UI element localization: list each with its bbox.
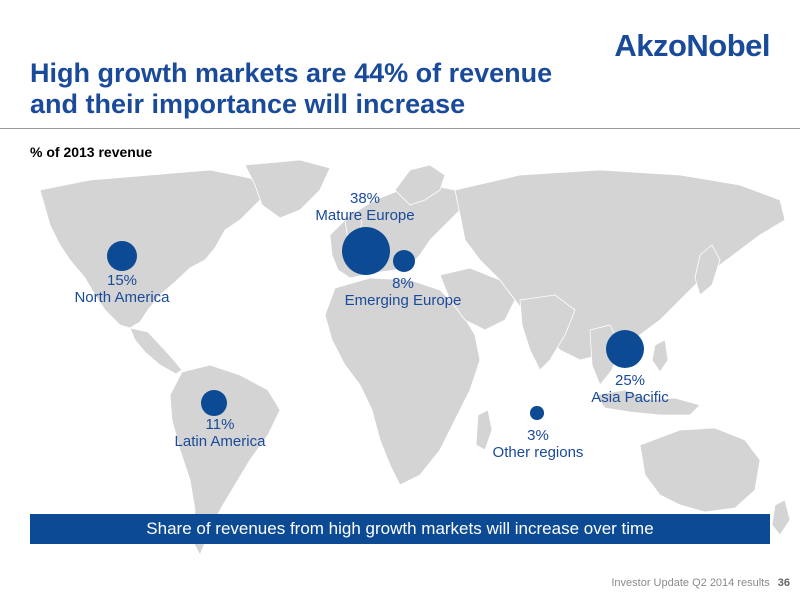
asia-pacific-name: Asia Pacific [591, 389, 669, 406]
new-zealand-landmass [771, 499, 791, 536]
latin-america-marker [201, 390, 227, 416]
africa-landmass [324, 277, 481, 486]
scandinavia-landmass [394, 164, 446, 206]
north-america-percent: 15% [106, 272, 138, 289]
other-regions-name: Other regions [492, 444, 584, 461]
asia-pacific-percent: 25% [614, 372, 646, 389]
indonesia-landmass [594, 389, 701, 416]
central-america-landmass [129, 327, 183, 375]
mature-europe-percent: 38% [349, 190, 381, 207]
north-america-name: North America [74, 289, 170, 306]
mature-europe-label: 38% Mature Europe [300, 190, 430, 224]
conclusion-banner: Share of revenues from high growth marke… [30, 514, 770, 544]
india-landmass [519, 294, 576, 371]
other-regions-label: 3% Other regions [478, 427, 598, 461]
philippines-landmass [651, 339, 669, 373]
map-subtitle: % of 2013 revenue [30, 144, 153, 160]
greenland-landmass [244, 160, 331, 219]
slide-title-line-2: and their importance will increase [30, 89, 466, 119]
akzonobel-logo: AkzoNobel [614, 28, 770, 63]
title-divider [0, 128, 800, 129]
madagascar-landmass [475, 409, 493, 451]
page-number: 36 [777, 577, 790, 589]
slide-footer: Investor Update Q2 2014 results 36 [611, 577, 790, 589]
footer-text: Investor Update Q2 2014 results [611, 577, 770, 589]
slide-title: High growth markets are 44% of revenue a… [30, 58, 630, 120]
asia-pacific-label: 25% Asia Pacific [575, 372, 685, 406]
australia-landmass [639, 427, 761, 513]
japan-landmass [694, 244, 721, 296]
mature-europe-name: Mature Europe [315, 207, 415, 224]
north-america-landmass [39, 169, 271, 329]
other-regions-percent: 3% [527, 427, 549, 444]
slide-title-line-1: High growth markets are 44% of revenue [30, 58, 553, 88]
mature-europe-marker [342, 227, 390, 275]
north-america-marker [106, 240, 138, 272]
other-regions-marker [530, 406, 544, 420]
north-america-label: 15% North America [72, 272, 172, 306]
emerging-europe-marker [392, 249, 415, 272]
asia-pacific-marker [605, 329, 645, 369]
latin-america-label: 11% Latin America [155, 416, 285, 450]
emerging-europe-percent: 8% [392, 275, 414, 292]
latin-america-name: Latin America [174, 433, 266, 450]
emerging-europe-name: Emerging Europe [344, 292, 462, 309]
middle-east-landmass [439, 267, 516, 331]
latin-america-percent: 11% [205, 416, 235, 433]
emerging-europe-label: 8% Emerging Europe [338, 275, 468, 309]
